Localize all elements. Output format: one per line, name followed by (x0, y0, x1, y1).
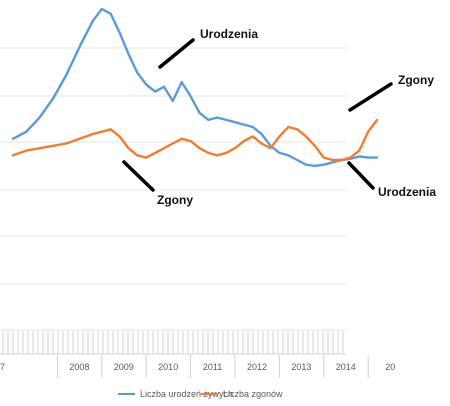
annotation-pointers (122, 38, 393, 192)
series-line-births (11, 7, 379, 168)
x-tick-label-0: 7 (0, 362, 5, 372)
annotation-pointer-urodzenia-top (158, 38, 195, 69)
annotation-pointer-zgony-bottom (122, 160, 155, 192)
x-tick-label-4: 2011 (203, 362, 222, 372)
x-tick-label-7: 2014 (336, 362, 356, 372)
x-tick-label-2: 2009 (114, 362, 134, 372)
annotation-zgony-right: Zgony (398, 73, 434, 87)
annotation-pointer-zgony-right (348, 82, 393, 112)
annotation-urodzenia-top: Urodzenia (200, 27, 258, 41)
x-tick-label-1: 2008 (69, 362, 89, 372)
x-tick-label-3: 2010 (158, 362, 178, 372)
series-layer (11, 7, 379, 168)
legend: Liczba urodzeń żywych Liczba zgonów (118, 389, 283, 399)
annotation-zgony-bottom: Zgony (157, 193, 193, 207)
legend-label-births: Liczba urodzeń żywych (140, 389, 233, 399)
series-line-deaths (11, 118, 379, 162)
gridlines (0, 47, 346, 331)
annotation-pointer-urodzenia-right (347, 161, 375, 190)
x-tick-label-6: 2013 (291, 362, 311, 372)
legend-label-deaths: Liczba zgonów (223, 389, 283, 399)
x-axis-tick-labels: 7 2008 2009 2010 2011 2012 2013 2014 20 (0, 362, 395, 372)
x-tick-label-5: 2012 (247, 362, 267, 372)
x-axis-ticks (0, 331, 369, 378)
x-tick-label-8: 20 (385, 362, 395, 372)
annotation-urodzenia-right: Urodzenia (378, 185, 436, 199)
